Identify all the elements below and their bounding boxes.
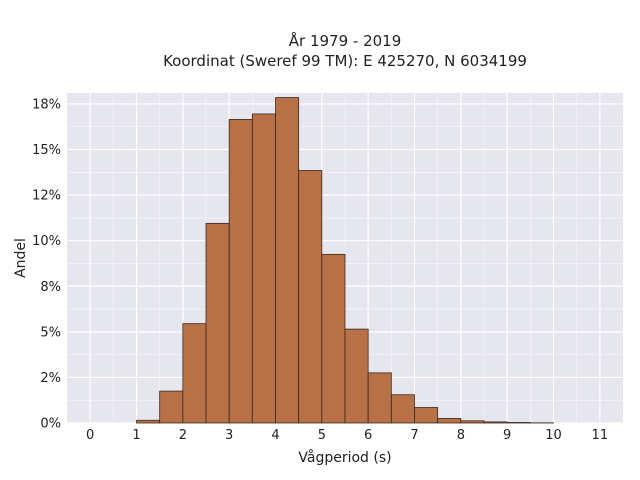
- histogram-bars: [136, 97, 554, 424]
- histogram-bar: [228, 119, 253, 424]
- y-tick-label: 10%: [32, 234, 61, 249]
- x-tick-label: 10: [545, 428, 562, 443]
- histogram-bar: [414, 407, 439, 424]
- histogram-bar: [251, 113, 276, 424]
- y-tick-label: 2%: [40, 371, 61, 386]
- histogram-bar: [506, 422, 531, 424]
- x-tick-label: 3: [225, 428, 233, 443]
- histogram-bar: [437, 418, 462, 424]
- histogram-bar: [460, 420, 485, 424]
- x-tick-label: 11: [592, 428, 609, 443]
- x-tick-label: 7: [410, 428, 418, 443]
- x-tick-label: 6: [364, 428, 372, 443]
- histogram-bar: [344, 328, 369, 424]
- histogram-bar: [298, 170, 323, 424]
- histogram-bar: [390, 394, 415, 424]
- histogram-bar: [275, 97, 300, 424]
- x-tick-label: 2: [179, 428, 187, 443]
- y-tick-label: 18%: [32, 97, 61, 112]
- y-axis-label: Andel: [13, 238, 29, 278]
- x-axis-ticks: 0 1 2 3 4 5 6 7 8 9 10 11: [86, 428, 608, 443]
- x-tick-label: 0: [86, 428, 94, 443]
- x-tick-label: 4: [271, 428, 279, 443]
- y-tick-label: 0%: [40, 417, 61, 432]
- histogram-bar: [136, 419, 161, 424]
- histogram-bar: [321, 253, 346, 424]
- x-tick-label: 9: [503, 428, 511, 443]
- y-tick-label: 15%: [32, 143, 61, 158]
- x-axis-label: Vågperiod (s): [298, 449, 391, 466]
- histogram-bar: [367, 372, 392, 424]
- x-tick-label: 8: [457, 428, 465, 443]
- y-tick-label: 12%: [32, 189, 61, 204]
- histogram-bar: [159, 390, 184, 424]
- histogram-bar: [182, 323, 207, 424]
- y-axis-ticks: 0% 2% 5% 8% 10% 12% 15% 18%: [32, 97, 61, 431]
- y-tick-label: 8%: [40, 280, 61, 295]
- chart-title: År 1979 - 2019: [289, 31, 402, 50]
- chart-subtitle: Koordinat (Sweref 99 TM): E 425270, N 60…: [163, 52, 527, 70]
- y-tick-label: 5%: [40, 325, 61, 340]
- histogram-bar: [483, 421, 508, 424]
- histogram-bar: [205, 222, 230, 424]
- x-tick-label: 5: [318, 428, 326, 443]
- x-tick-label: 1: [132, 428, 140, 443]
